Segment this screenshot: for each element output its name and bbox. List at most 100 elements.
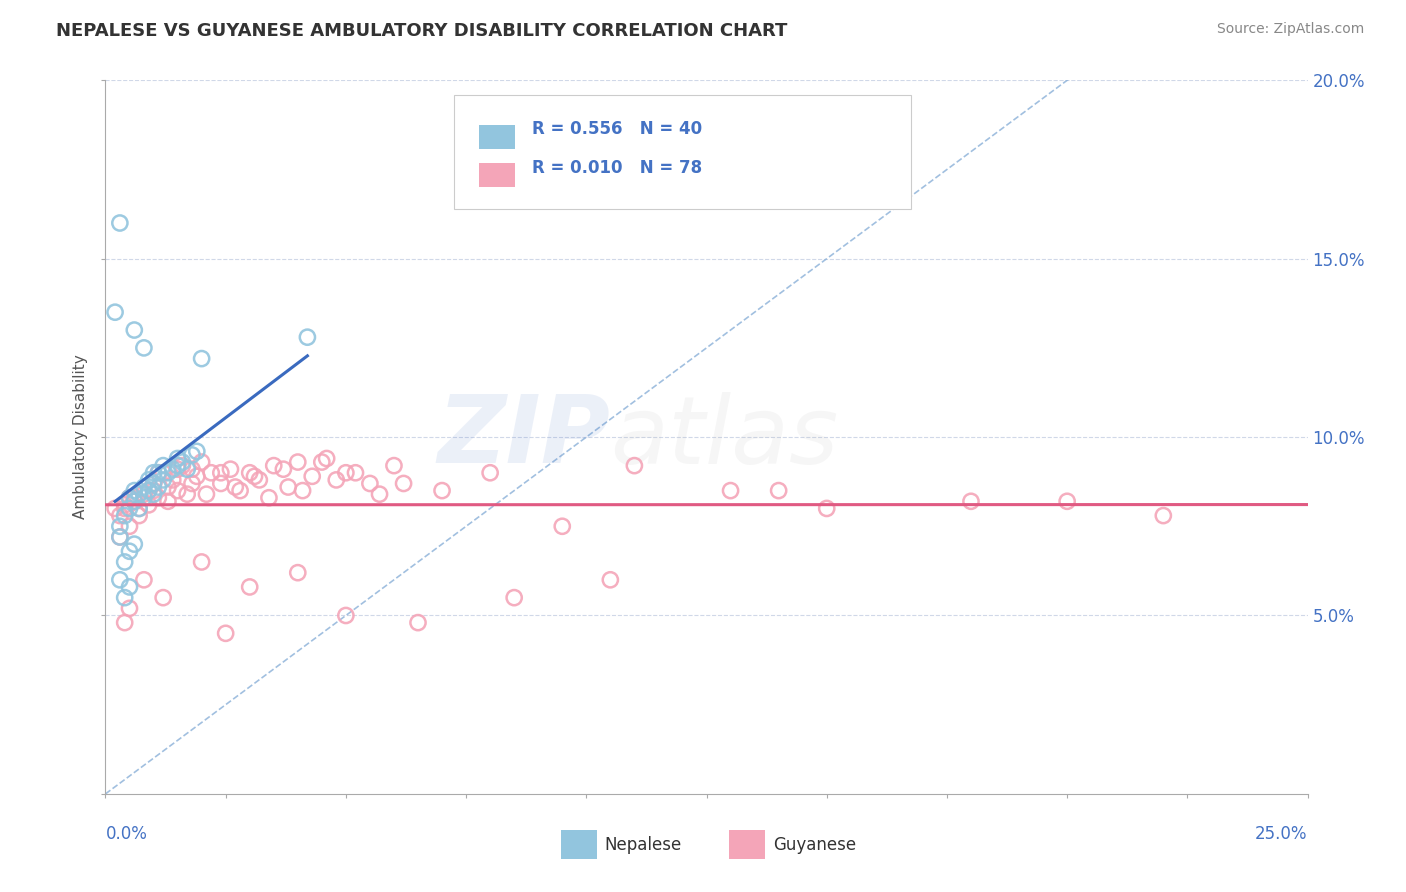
Point	[430, 483, 453, 498]
Point	[114, 615, 136, 630]
Point	[148, 491, 170, 505]
Point	[315, 451, 337, 466]
Point	[311, 455, 333, 469]
Point	[195, 487, 218, 501]
Point	[551, 519, 574, 533]
Point	[209, 476, 232, 491]
Point	[108, 519, 131, 533]
Point	[181, 476, 204, 491]
Point	[190, 351, 212, 366]
Point	[162, 462, 184, 476]
Point	[108, 530, 131, 544]
Point	[118, 491, 141, 505]
Point	[344, 466, 367, 480]
Point	[124, 491, 146, 505]
Point	[138, 498, 160, 512]
Text: R = 0.010   N = 78: R = 0.010 N = 78	[533, 159, 703, 177]
Point	[104, 501, 127, 516]
Point	[118, 601, 141, 615]
Point	[243, 469, 266, 483]
Point	[960, 494, 983, 508]
Point	[335, 466, 357, 480]
Point	[172, 458, 194, 473]
Point	[132, 487, 155, 501]
Point	[152, 458, 174, 473]
Point	[148, 466, 170, 480]
FancyBboxPatch shape	[561, 830, 598, 859]
Point	[392, 476, 415, 491]
Point	[114, 591, 136, 605]
Point	[138, 473, 160, 487]
Point	[257, 491, 280, 505]
Point	[118, 580, 141, 594]
Point	[124, 323, 146, 337]
Point	[166, 451, 188, 466]
FancyBboxPatch shape	[479, 125, 516, 149]
Point	[200, 466, 222, 480]
Point	[156, 466, 179, 480]
Point	[1152, 508, 1174, 523]
Text: Guyanese: Guyanese	[773, 836, 856, 854]
Point	[301, 469, 323, 483]
Point	[186, 444, 208, 458]
Point	[162, 473, 184, 487]
Point	[166, 458, 188, 473]
Point	[239, 580, 262, 594]
Point	[108, 573, 131, 587]
Point	[138, 483, 160, 498]
Text: 25.0%: 25.0%	[1256, 825, 1308, 843]
Point	[166, 483, 188, 498]
Point	[128, 501, 150, 516]
Point	[142, 487, 165, 501]
Point	[152, 473, 174, 487]
Text: NEPALESE VS GUYANESE AMBULATORY DISABILITY CORRELATION CHART: NEPALESE VS GUYANESE AMBULATORY DISABILI…	[56, 22, 787, 40]
Point	[118, 491, 141, 505]
Point	[720, 483, 742, 498]
FancyBboxPatch shape	[730, 830, 765, 859]
Point	[118, 501, 141, 516]
Point	[148, 480, 170, 494]
Point	[156, 480, 179, 494]
Point	[118, 544, 141, 558]
Point	[138, 483, 160, 498]
Point	[190, 455, 212, 469]
Point	[503, 591, 526, 605]
Point	[148, 466, 170, 480]
Point	[181, 448, 204, 462]
Point	[114, 498, 136, 512]
Point	[406, 615, 429, 630]
Y-axis label: Ambulatory Disability: Ambulatory Disability	[73, 355, 89, 519]
Point	[172, 455, 194, 469]
Point	[108, 530, 131, 544]
Point	[209, 466, 232, 480]
Point	[104, 305, 127, 319]
Point	[247, 473, 270, 487]
Point	[132, 480, 155, 494]
Point	[382, 458, 405, 473]
Point	[128, 501, 150, 516]
Point	[108, 216, 131, 230]
Point	[287, 455, 309, 469]
Point	[152, 591, 174, 605]
Point	[219, 462, 242, 476]
Point	[287, 566, 309, 580]
Point	[156, 494, 179, 508]
Point	[166, 462, 188, 476]
Point	[124, 494, 146, 508]
Point	[1056, 494, 1078, 508]
Text: Nepalese: Nepalese	[605, 836, 682, 854]
Point	[224, 480, 246, 494]
Point	[214, 626, 236, 640]
Point	[118, 519, 141, 533]
FancyBboxPatch shape	[454, 95, 911, 209]
Point	[277, 480, 299, 494]
Point	[132, 491, 155, 505]
Text: R = 0.556   N = 40: R = 0.556 N = 40	[533, 120, 703, 137]
Point	[229, 483, 252, 498]
Point	[239, 466, 262, 480]
Point	[297, 330, 319, 344]
Point	[142, 483, 165, 498]
Point	[128, 508, 150, 523]
Point	[108, 508, 131, 523]
Point	[114, 555, 136, 569]
